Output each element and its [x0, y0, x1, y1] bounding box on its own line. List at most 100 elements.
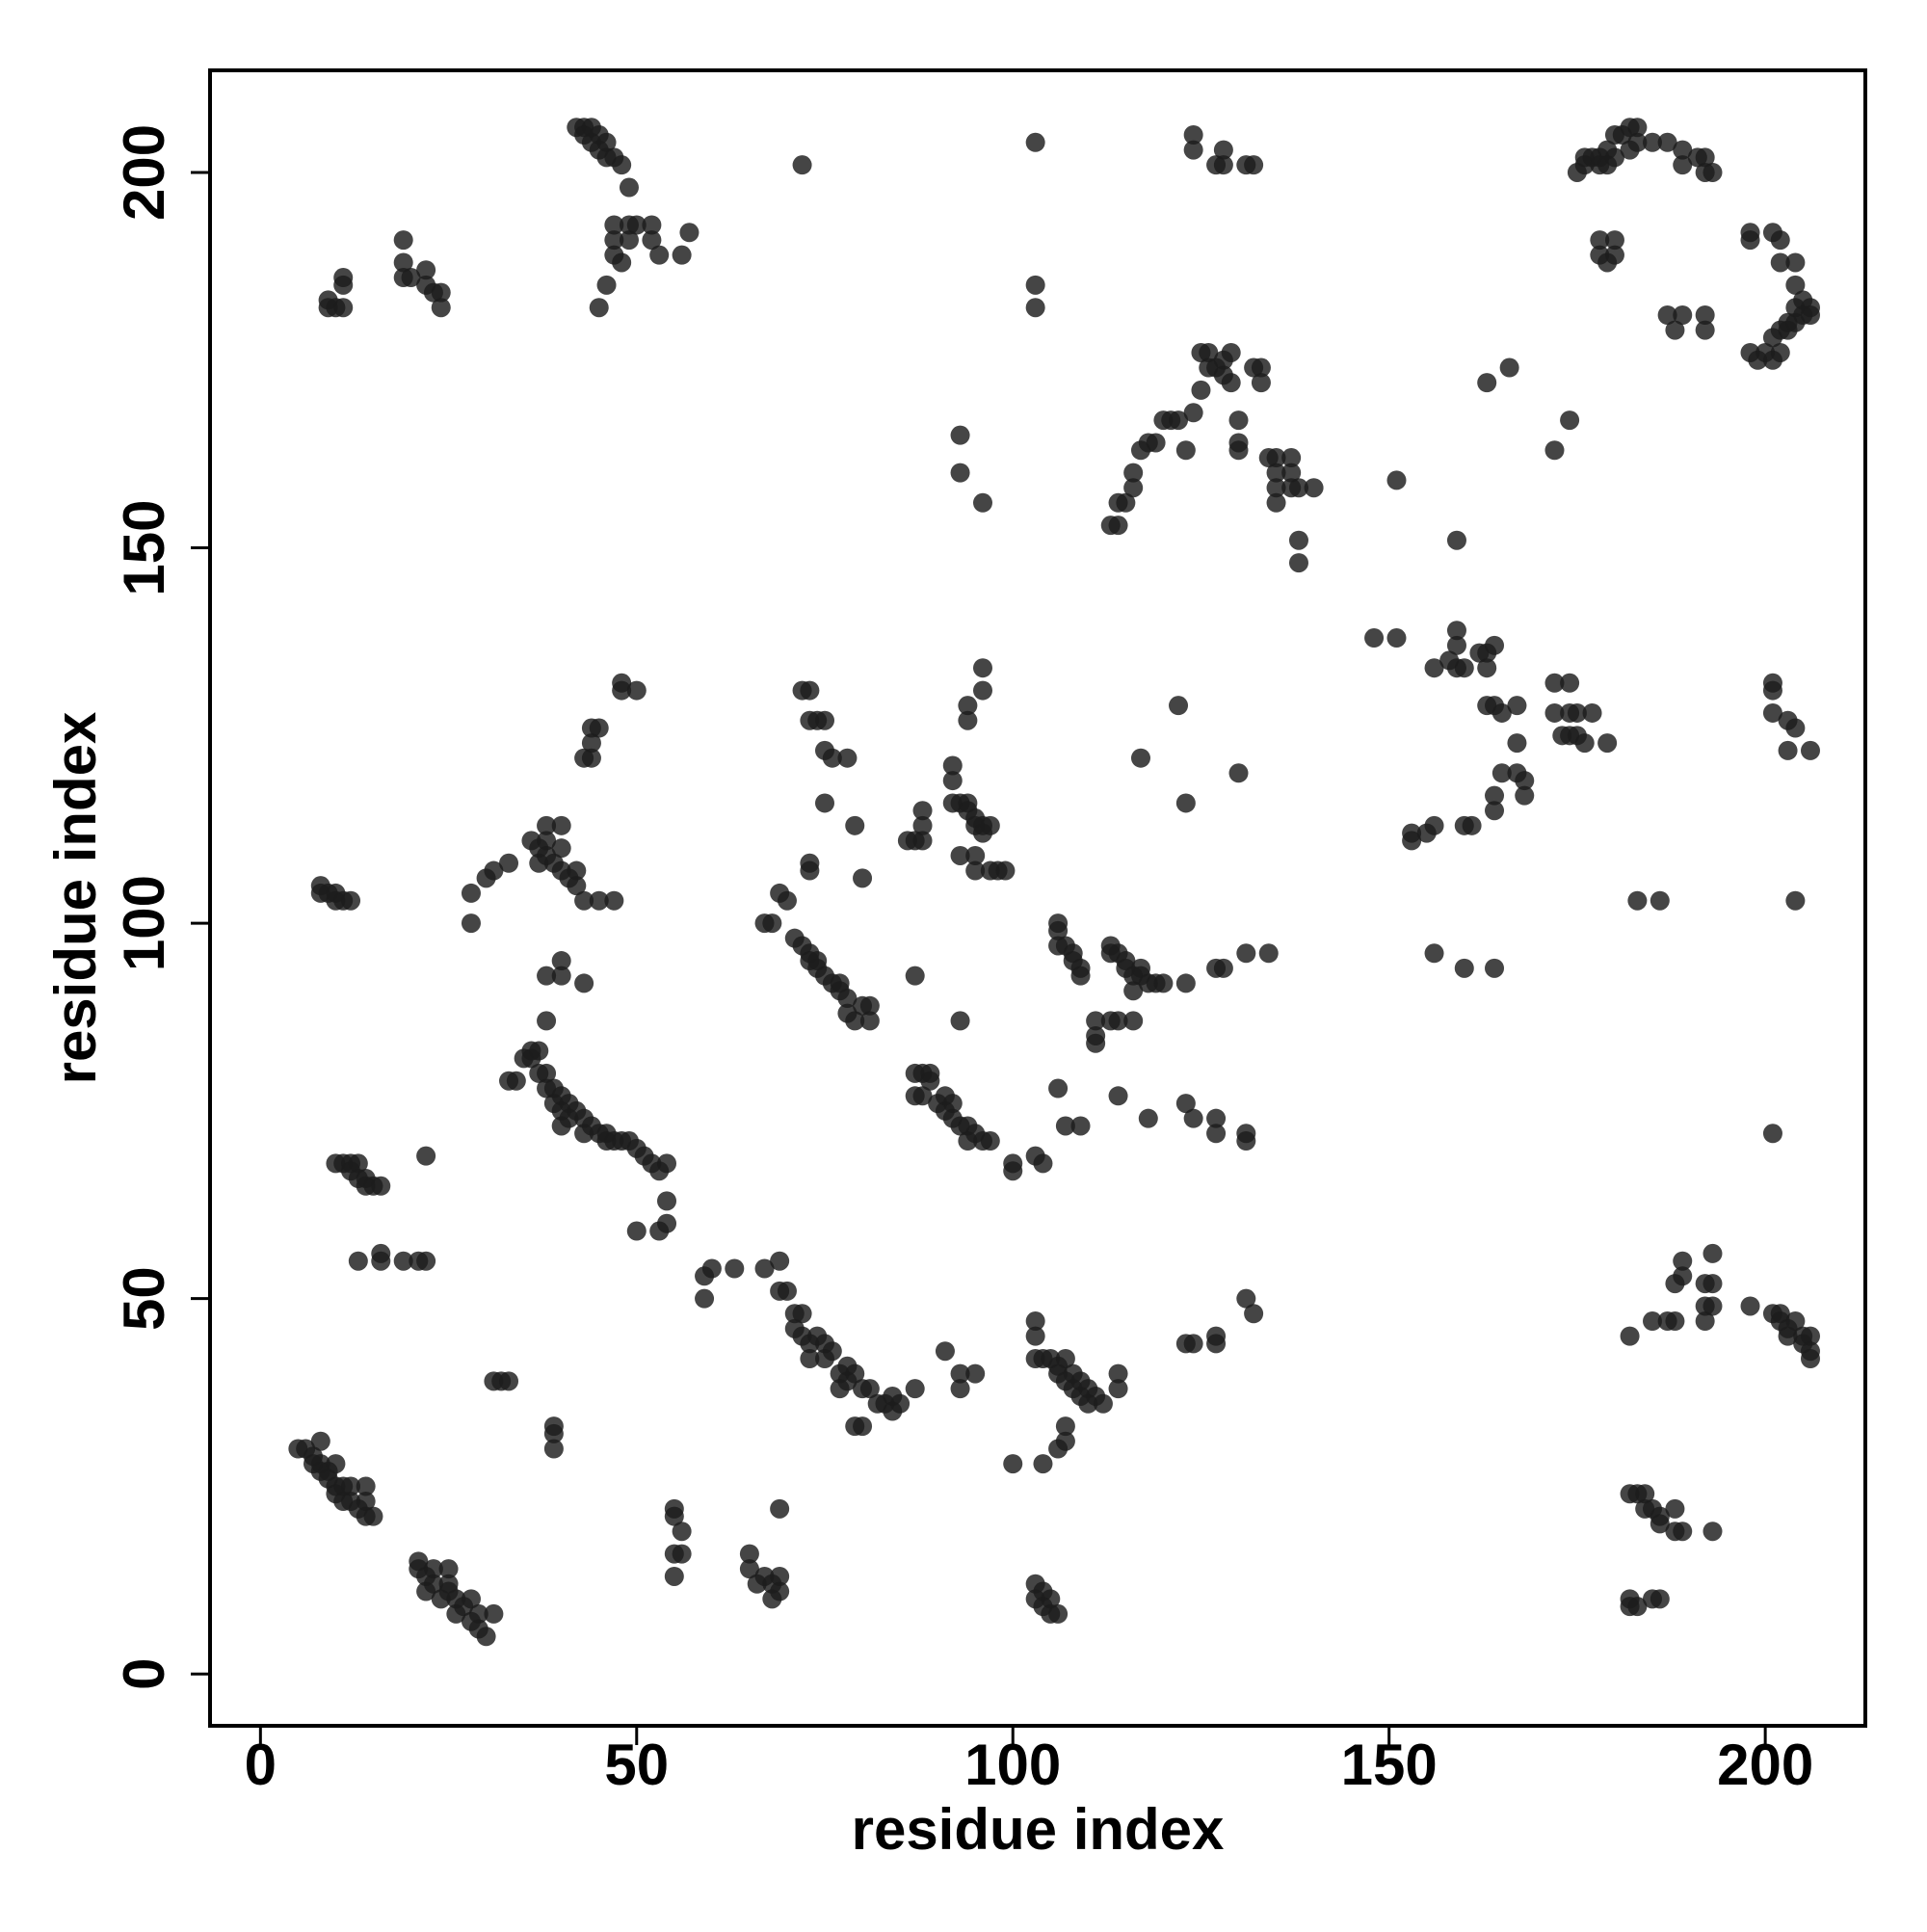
point: [1544, 702, 1565, 723]
point: [1544, 440, 1565, 461]
point: [1025, 132, 1045, 152]
point: [574, 890, 594, 911]
point: [1491, 702, 1512, 723]
point: [1582, 702, 1602, 723]
point: [1146, 433, 1166, 453]
point: [1740, 1296, 1760, 1316]
point: [1251, 357, 1271, 378]
point: [341, 890, 361, 911]
point: [1762, 673, 1782, 693]
point: [1041, 1589, 1061, 1609]
point: [664, 1544, 684, 1564]
point: [762, 913, 782, 934]
x-tick-label: 50: [604, 1733, 669, 1797]
point: [777, 1281, 797, 1301]
point: [1800, 740, 1820, 760]
point: [912, 1086, 933, 1106]
point: [461, 1589, 481, 1609]
point: [792, 155, 812, 175]
point: [1364, 628, 1385, 648]
point: [1288, 530, 1308, 550]
y-tick-label: 100: [112, 875, 176, 971]
point: [612, 252, 632, 273]
point: [1800, 304, 1820, 325]
point: [950, 1379, 970, 1399]
point: [1785, 1311, 1806, 1332]
point: [567, 876, 587, 896]
point: [1491, 763, 1512, 783]
point: [1003, 1454, 1023, 1474]
point: [1183, 1334, 1203, 1354]
point: [1590, 230, 1610, 251]
point: [1657, 132, 1677, 152]
point: [543, 1423, 564, 1443]
point: [1574, 733, 1595, 754]
point: [1048, 1078, 1069, 1098]
point: [1770, 252, 1790, 273]
point: [1499, 357, 1519, 378]
point: [859, 1379, 880, 1399]
point: [1123, 981, 1144, 1001]
point: [1055, 1116, 1075, 1136]
point: [619, 177, 639, 198]
y-axis-title: residue index: [43, 712, 108, 1085]
point: [1770, 230, 1790, 251]
point: [1703, 1296, 1723, 1316]
point: [1477, 373, 1497, 393]
point: [980, 1131, 1000, 1151]
point: [1650, 890, 1670, 911]
point: [1454, 958, 1474, 978]
point: [1266, 478, 1286, 498]
point: [1123, 1011, 1144, 1031]
point: [1281, 463, 1302, 483]
point: [423, 1559, 443, 1579]
point: [1169, 696, 1189, 716]
point: [1183, 403, 1203, 423]
point: [1604, 230, 1624, 251]
point: [1048, 936, 1069, 956]
point: [1650, 1589, 1670, 1609]
point: [1785, 718, 1806, 738]
point: [649, 245, 670, 265]
point: [1785, 275, 1806, 295]
point: [822, 748, 842, 768]
point: [476, 1627, 496, 1647]
point: [664, 1566, 684, 1586]
point: [416, 1251, 436, 1271]
point: [393, 1251, 413, 1271]
point: [1695, 304, 1715, 325]
point: [1673, 1266, 1693, 1286]
point: [1386, 628, 1407, 648]
point: [642, 215, 662, 235]
point: [770, 1251, 790, 1271]
point: [770, 1566, 790, 1586]
point: [770, 1498, 790, 1519]
point: [1477, 658, 1497, 678]
point: [1055, 1416, 1075, 1437]
point: [995, 860, 1016, 881]
point: [950, 1011, 970, 1031]
point: [1665, 320, 1685, 340]
point: [1108, 1086, 1128, 1106]
point: [1703, 1522, 1723, 1542]
point: [815, 793, 835, 813]
point: [596, 275, 617, 295]
point: [1033, 1153, 1053, 1174]
point: [1544, 673, 1565, 693]
point: [1597, 733, 1618, 754]
point: [845, 815, 865, 835]
point: [1485, 801, 1505, 821]
point: [965, 845, 986, 865]
point: [506, 1071, 526, 1091]
point: [935, 1341, 955, 1362]
point: [1025, 298, 1045, 318]
point: [905, 1379, 925, 1399]
point: [1446, 530, 1466, 550]
point: [1800, 1349, 1820, 1369]
point: [1228, 763, 1249, 783]
point: [1673, 304, 1693, 325]
point: [1454, 658, 1474, 678]
point: [499, 1371, 519, 1391]
